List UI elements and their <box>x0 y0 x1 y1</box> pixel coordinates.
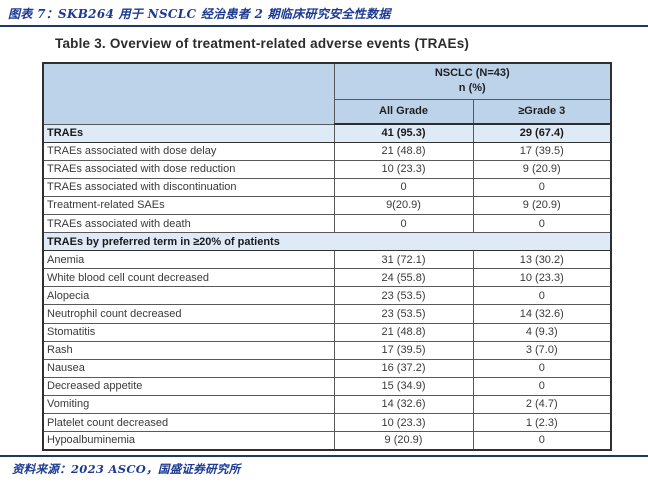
cell-grade3plus: 2 (4.7) <box>472 394 612 415</box>
cell-all-grade: 15 (34.9) <box>333 376 474 396</box>
group-header-line1: NSCLC (N=43) <box>434 67 510 80</box>
cell-grade3plus: 10 (23.3) <box>472 268 612 288</box>
cell-all-grade: 17 (39.5) <box>333 340 474 360</box>
row-label: TRAEs <box>42 123 335 143</box>
cell-grade3plus: 9 (20.9) <box>472 159 612 179</box>
row-label: TRAEs associated with dose delay <box>42 141 335 161</box>
top-divider <box>0 25 648 27</box>
cell-all-grade: 16 (37.2) <box>333 358 474 378</box>
corner-header-cell <box>42 62 335 125</box>
cell-grade3plus: 3 (7.0) <box>472 340 612 360</box>
row-label: Treatment-related SAEs <box>42 195 335 215</box>
row-label: Platelet count decreased <box>42 412 335 433</box>
row-label: TRAEs associated with death <box>42 213 335 234</box>
table-row: Neutrophil count decreased 23 (53.5) 14 (3… <box>42 304 612 324</box>
cell-all-grade: 14 (32.6) <box>333 394 474 415</box>
row-label: Alopecia <box>42 286 335 306</box>
source-note: 资料来源：2023 ASCO，国盛证券研究所 <box>12 462 241 476</box>
cell-all-grade: 23 (53.5) <box>333 286 474 306</box>
table-row: Stomatitis 21 (48.8) 4 (9.3) <box>42 322 612 342</box>
traes-table: NSCLC (N=43) n (%) All Grade ≥Grade 3 TR… <box>42 62 612 451</box>
table-row: TRAEs 41 (95.3) 29 (67.4) <box>42 123 612 143</box>
row-label: Vomiting <box>42 394 335 415</box>
row-label: White blood cell count decreased <box>42 268 335 288</box>
cell-all-grade: 9(20.9) <box>333 195 474 215</box>
table-row: TRAEs associated with death 0 0 <box>42 213 612 234</box>
table-row: TRAEs associated with discontinuation 0 0 <box>42 177 612 197</box>
table-row: Vomiting 14 (32.6) 2 (4.7) <box>42 394 612 415</box>
cell-all-grade: 31 (72.1) <box>333 250 474 270</box>
table-row: Rash 17 (39.5) 3 (7.0) <box>42 340 612 360</box>
table-row: TRAEs associated with dose reduction 10 (… <box>42 159 612 179</box>
table-row: Alopecia 23 (53.5) 0 <box>42 286 612 306</box>
cell-all-grade: 10 (23.3) <box>333 412 474 433</box>
cell-grade3plus: 0 <box>472 358 612 378</box>
row-label: Nausea <box>42 358 335 378</box>
row-label: TRAEs by preferred term in ≥20% of patie… <box>42 232 612 252</box>
table-row: Nausea 16 (37.2) 0 <box>42 358 612 378</box>
row-label: Stomatitis <box>42 322 335 342</box>
row-label: TRAEs associated with discontinuation <box>42 177 335 197</box>
table-row: Hypoalbuminemia 9 (20.9) 0 <box>42 431 612 451</box>
header-row-group: NSCLC (N=43) n (%) <box>42 62 612 125</box>
cell-grade3plus: 14 (32.6) <box>472 304 612 324</box>
row-label: Decreased appetite <box>42 376 335 396</box>
column-header-all-grade: All Grade <box>333 98 474 125</box>
cell-grade3plus: 0 <box>472 177 612 197</box>
table-title: Table 3. Overview of treatment-related a… <box>55 36 470 51</box>
row-label: TRAEs associated with dose reduction <box>42 159 335 179</box>
cell-all-grade: 9 (20.9) <box>333 431 474 451</box>
table-row: Anemia 31 (72.1) 13 (30.2) <box>42 250 612 270</box>
table-row: TRAEs by preferred term in ≥20% of patie… <box>42 232 612 252</box>
column-header-grade3plus: ≥Grade 3 <box>472 98 612 125</box>
cell-all-grade: 10 (23.3) <box>333 159 474 179</box>
header-row-columns: All Grade ≥Grade 3 <box>43 98 612 125</box>
group-header-line2: n (%) <box>458 82 486 95</box>
row-label: Anemia <box>42 250 335 270</box>
cell-grade3plus: 0 <box>472 431 612 451</box>
cell-all-grade: 21 (48.8) <box>333 322 474 342</box>
table-row: Decreased appetite 15 (34.9) 0 <box>42 376 612 396</box>
bottom-divider <box>0 455 648 457</box>
cell-all-grade: 0 <box>333 177 474 197</box>
cell-grade3plus: 0 <box>472 286 612 306</box>
cell-all-grade: 21 (48.8) <box>333 141 474 161</box>
row-label: Neutrophil count decreased <box>42 304 335 324</box>
table-row: Platelet count decreased 10 (23.3) 1 (2.3) <box>42 412 612 433</box>
cell-grade3plus: 17 (39.5) <box>472 141 612 161</box>
cell-grade3plus: 29 (67.4) <box>472 123 612 143</box>
row-label: Hypoalbuminemia <box>42 431 335 451</box>
cell-all-grade: 41 (95.3) <box>333 123 474 143</box>
cell-all-grade: 0 <box>333 213 474 234</box>
table-row: Treatment-related SAEs 9(20.9) 9 (20.9) <box>42 195 612 215</box>
cell-grade3plus: 0 <box>472 213 612 234</box>
cell-grade3plus: 0 <box>472 376 612 396</box>
cell-grade3plus: 4 (9.3) <box>472 322 612 342</box>
column-group-header: NSCLC (N=43) n (%) <box>333 62 612 100</box>
cell-grade3plus: 1 (2.3) <box>472 412 612 433</box>
cell-all-grade: 23 (53.5) <box>333 304 474 324</box>
cell-grade3plus: 9 (20.9) <box>472 195 612 215</box>
cell-all-grade: 24 (55.8) <box>333 268 474 288</box>
figure-caption: 图表 7：SKB264 用于 NSCLC 经治患者 2 期临床研究安全性数据 <box>8 7 391 21</box>
row-label: Rash <box>42 340 335 360</box>
cell-grade3plus: 13 (30.2) <box>472 250 612 270</box>
table-row: White blood cell count decreased 24 (55.8… <box>42 268 612 288</box>
table-row: TRAEs associated with dose delay 21 (48.8… <box>42 141 612 161</box>
